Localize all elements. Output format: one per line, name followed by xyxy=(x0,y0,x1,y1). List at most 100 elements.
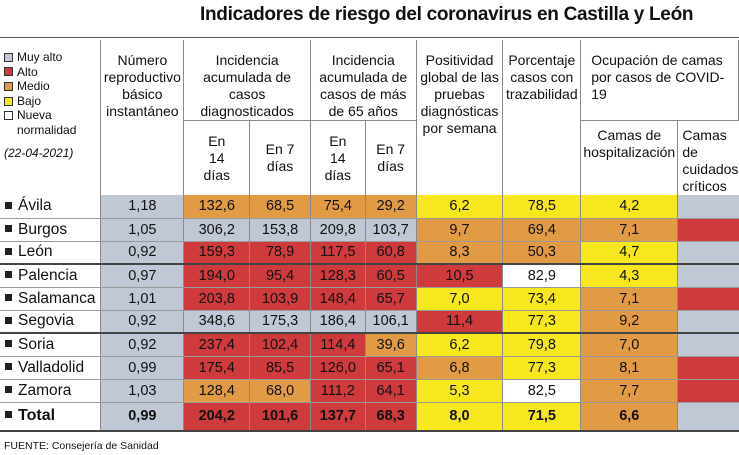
square-bullet-icon xyxy=(5,316,12,324)
province-name: Soria xyxy=(0,333,102,357)
cell-uci xyxy=(677,241,739,265)
cell-hosp: 4,3 xyxy=(580,264,679,288)
cell-uci xyxy=(677,287,739,311)
cell-ia65-7: 60,5 xyxy=(365,264,417,288)
cell-r: 1,01 xyxy=(100,287,185,311)
legend-item-bajo: Bajo xyxy=(4,94,100,109)
cell-ia7: 78,9 xyxy=(249,241,311,265)
cell-uci xyxy=(677,356,739,380)
cell-ia65-14: 126,0 xyxy=(310,356,366,380)
cell-uci xyxy=(677,218,739,242)
table-row: Palencia 0,97 194,0 95,4 128,3 60,5 10,5 82,9 4,… xyxy=(0,264,739,288)
header-camas-hosp: Camas de hospitalización xyxy=(580,120,679,195)
header-trazabilidad: Porcentaje casos con trazabilidad xyxy=(502,40,582,195)
cell-uci xyxy=(677,333,739,357)
cell-ia65-14: 148,4 xyxy=(310,287,366,311)
cell-ia7: 153,8 xyxy=(249,218,311,242)
cell-ia7: 85,5 xyxy=(249,356,311,380)
cell-ia14: 159,3 xyxy=(183,241,251,265)
cell-ia14: 306,2 xyxy=(183,218,251,242)
cell-r: 0,99 xyxy=(100,356,185,380)
cell-ia14: 132,6 xyxy=(183,195,251,219)
cell-hosp: 4,7 xyxy=(580,241,679,265)
cell-traz: 79,8 xyxy=(502,333,582,357)
cell-ia7: 68,5 xyxy=(249,195,311,219)
cell-ia65-14: 117,5 xyxy=(310,241,366,265)
cell-ia14: 203,8 xyxy=(183,287,251,311)
table-row: Zamora 1,03 128,4 68,0 111,2 64,1 5,3 82,5 7,7 xyxy=(0,379,739,403)
cell-ia65-7: 29,2 xyxy=(365,195,417,219)
square-bullet-icon xyxy=(5,247,12,255)
cell-pos: 6,2 xyxy=(416,195,504,219)
table-row: Salamanca 1,01 203,8 103,9 148,4 65,7 7,0 73,4 7… xyxy=(0,287,739,311)
province-name: Salamanca xyxy=(0,287,102,311)
cell-ia65-7: 60,8 xyxy=(365,241,417,265)
square-bullet-icon xyxy=(5,293,12,301)
cell-ia65-14: 186,4 xyxy=(310,310,366,334)
legend-swatch xyxy=(4,67,13,77)
cell-traz: 71,5 xyxy=(502,402,582,432)
cell-r: 1,18 xyxy=(100,195,185,219)
chart-title: Indicadores de riesgo del coronavirus en… xyxy=(200,4,694,25)
header-ia: Incidencia acumulada de casos diagnostic… xyxy=(183,40,311,121)
cell-uci xyxy=(677,264,739,288)
legend-item-alto: Alto xyxy=(4,65,100,80)
cell-ia7: 101,6 xyxy=(249,402,311,432)
cell-pos: 7,0 xyxy=(416,287,504,311)
cell-r: 0,92 xyxy=(100,241,185,265)
cell-ia65-14: 128,3 xyxy=(310,264,366,288)
cell-uci xyxy=(677,402,739,432)
cell-hosp: 7,0 xyxy=(580,333,679,357)
square-bullet-icon xyxy=(5,411,12,419)
total-row: Total 0,99 204,2 101,6 137,7 68,3 8,0 71,5 6,6 xyxy=(0,402,739,432)
cell-hosp: 7,7 xyxy=(580,379,679,403)
province-name: Palencia xyxy=(0,264,102,288)
header-ia65-7: En 7 días xyxy=(365,120,417,195)
cell-traz: 77,3 xyxy=(502,356,582,380)
cell-pos: 6,2 xyxy=(416,333,504,357)
cell-pos: 8,0 xyxy=(416,402,504,432)
header-ia65-14: En 14 días xyxy=(310,120,366,195)
legend-item-medio: Medio xyxy=(4,79,100,94)
legend-item-nueva-normalidad: Nueva normalidad xyxy=(4,108,100,137)
table-row: Valladolid 0,99 175,4 85,5 126,0 65,1 6,8 77,3 8… xyxy=(0,356,739,380)
province-name: Ávila xyxy=(0,195,102,219)
cell-ia7: 175,3 xyxy=(249,310,311,334)
cell-pos: 8,3 xyxy=(416,241,504,265)
legend-item-muy-alto: Muy alto xyxy=(4,50,100,65)
province-name: Valladolid xyxy=(0,356,102,380)
cell-ia65-7: 68,3 xyxy=(365,402,417,432)
cell-ia7: 95,4 xyxy=(249,264,311,288)
cell-r: 0,92 xyxy=(100,310,185,334)
cell-ia65-14: 75,4 xyxy=(310,195,366,219)
cell-ia65-14: 114,4 xyxy=(310,333,366,357)
header-ia65: Incidencia acumulada de casos de más de … xyxy=(310,40,417,121)
cell-traz: 82,5 xyxy=(502,379,582,403)
header-ocupacion: Ocupación de camas por casos de COVID-19 xyxy=(580,40,739,121)
cell-ia14: 237,4 xyxy=(183,333,251,357)
legend-date: (22-04-2021) xyxy=(4,145,74,160)
header-camas-uci: Camas de cuidados críticos xyxy=(677,120,739,195)
cell-ia14: 204,2 xyxy=(183,402,251,432)
cell-hosp: 6,6 xyxy=(580,402,679,432)
cell-ia7: 102,4 xyxy=(249,333,311,357)
cell-ia65-14: 111,2 xyxy=(310,379,366,403)
top-divider xyxy=(0,37,739,38)
table-row: Ávila 1,18 132,6 68,5 75,4 29,2 6,2 78,5 4,2 xyxy=(0,195,739,219)
square-bullet-icon xyxy=(5,385,12,393)
cell-uci xyxy=(677,195,739,219)
legend-swatch xyxy=(4,81,13,91)
cell-pos: 5,3 xyxy=(416,379,504,403)
cell-ia65-14: 209,8 xyxy=(310,218,366,242)
table-row: León 0,92 159,3 78,9 117,5 60,8 8,3 50,3 4,7 xyxy=(0,241,739,265)
header-ia-14: En 14 días xyxy=(183,120,251,195)
table-row: Soria 0,92 237,4 102,4 114,4 39,6 6,2 79,8 7,0 xyxy=(0,333,739,357)
cell-pos: 6,8 xyxy=(416,356,504,380)
cell-traz: 78,5 xyxy=(502,195,582,219)
province-name: Total xyxy=(0,402,102,432)
cell-r: 0,97 xyxy=(100,264,185,288)
square-bullet-icon xyxy=(5,271,12,279)
cell-ia65-7: 64,1 xyxy=(365,379,417,403)
cell-hosp: 9,2 xyxy=(580,310,679,334)
province-name: Zamora xyxy=(0,379,102,403)
